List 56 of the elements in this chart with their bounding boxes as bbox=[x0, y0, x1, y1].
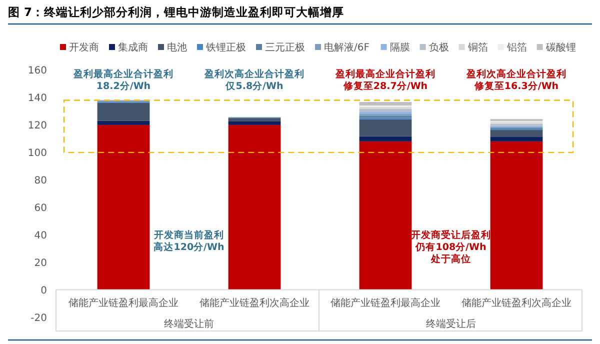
bar bbox=[359, 119, 412, 136]
bar bbox=[359, 114, 412, 116]
x-tick-label: 储能产业链盈利最高企业 bbox=[330, 297, 440, 309]
y-tick-label: 140 bbox=[28, 92, 47, 104]
bar bbox=[359, 141, 412, 290]
y-tick-label: 100 bbox=[28, 148, 47, 159]
x-tick-label: 储能产业链盈利次高企业 bbox=[462, 297, 572, 309]
y-tick-label: 120 bbox=[28, 120, 47, 132]
annotation: 开发商当前盈利 bbox=[153, 229, 224, 241]
bar bbox=[359, 136, 412, 142]
legend-label: 隔膜 bbox=[390, 42, 410, 54]
legend-label: 铜箔 bbox=[466, 42, 488, 54]
y-tick-label: 60 bbox=[34, 202, 47, 214]
y-tick-label: -20 bbox=[30, 312, 47, 324]
bar bbox=[490, 141, 543, 290]
bar bbox=[228, 124, 281, 290]
legend-label: 集成商 bbox=[118, 42, 148, 54]
legend-label: 电解液/6F bbox=[324, 42, 370, 54]
legend-label: 碳酸锂 bbox=[544, 42, 576, 54]
annotation: 盈利次高企业合计盈利 bbox=[204, 68, 304, 80]
y-tick-label: 0 bbox=[40, 285, 47, 296]
y-tick-label: 160 bbox=[28, 66, 47, 76]
legend-label: 负极 bbox=[428, 42, 449, 54]
x-tick-label: 储能产业链盈利次高企业 bbox=[200, 297, 310, 309]
bar bbox=[97, 120, 150, 125]
bar bbox=[490, 130, 543, 137]
y-tick-label: 80 bbox=[34, 175, 47, 186]
bar bbox=[359, 102, 412, 106]
y-tick-label: 40 bbox=[34, 230, 47, 242]
annotation: 终端受让前 bbox=[164, 318, 214, 330]
bar bbox=[359, 108, 412, 112]
bar bbox=[228, 122, 281, 125]
annotation: 高达120分/Wh bbox=[154, 241, 225, 253]
annotation: 修复至28.7分/Wh bbox=[342, 80, 428, 92]
annotation: 仍有108分/Wh bbox=[414, 241, 487, 253]
bar bbox=[97, 102, 150, 121]
annotation: 处于高位 bbox=[430, 253, 471, 265]
annotation: 18.2分/Wh bbox=[96, 80, 151, 92]
legend-label: 电池 bbox=[167, 42, 187, 54]
annotation: 盈利最高企业合计盈利 bbox=[334, 68, 436, 80]
annotation: 修复至16.3分/Wh bbox=[473, 80, 559, 92]
bar bbox=[97, 124, 150, 290]
legend-label: 铁锂正极 bbox=[205, 42, 246, 54]
legend-label: 三元正极 bbox=[265, 42, 305, 54]
annotation: 仅5.8分/Wh bbox=[224, 80, 284, 92]
bar bbox=[228, 118, 281, 122]
legend-label: 铝箔 bbox=[506, 42, 527, 54]
x-tick-label: 储能产业链盈利最高企业 bbox=[68, 297, 178, 309]
annotation: 开发商受让后盈利 bbox=[410, 229, 491, 241]
annotation: 盈利次高企业合计盈利 bbox=[466, 68, 566, 80]
annotation: 终端受让后 bbox=[426, 318, 476, 330]
chart-title: 图 7：终端让利少部分利润，锂电中游制造业盈利即可大幅增厚 bbox=[8, 5, 344, 19]
bar bbox=[490, 136, 543, 142]
y-tick-label: 20 bbox=[34, 258, 47, 269]
legend-label: 开发商 bbox=[69, 42, 99, 54]
annotation: 盈利最高企业合计盈利 bbox=[72, 68, 174, 80]
